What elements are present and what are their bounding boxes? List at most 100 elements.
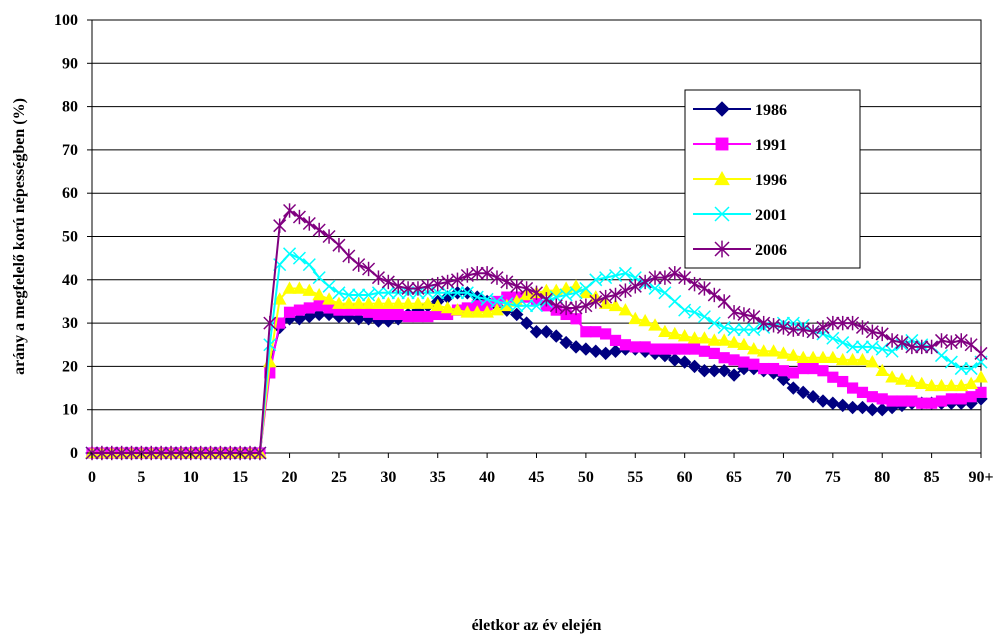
- data-point: [450, 286, 465, 300]
- data-point: [371, 270, 385, 285]
- y-axis-ticks: 0 10 20 30 40 50 60 70 80 90 100: [54, 12, 92, 462]
- data-point: [707, 316, 721, 330]
- data-point: [816, 394, 830, 408]
- data-point: [787, 367, 799, 379]
- data-point: [678, 303, 692, 317]
- data-point: [204, 445, 218, 461]
- data-point: [816, 350, 830, 364]
- data-point: [422, 311, 434, 323]
- data-point: [717, 320, 731, 334]
- data-point: [351, 312, 366, 326]
- data-point: [678, 270, 692, 285]
- data-point: [866, 391, 878, 403]
- data-point: [836, 336, 850, 350]
- data-point: [332, 296, 346, 309]
- data-point: [905, 339, 919, 355]
- data-point: [766, 344, 781, 357]
- data-point: [292, 209, 306, 225]
- data-point: [549, 298, 563, 313]
- data-point: [480, 305, 494, 318]
- x-tick-label: 50: [578, 469, 594, 486]
- data-point: [628, 311, 643, 325]
- data-point: [272, 292, 287, 305]
- data-point: [964, 362, 978, 376]
- x-tick-label: 5: [137, 469, 145, 486]
- legend: 1986 1991 1996 2001 2006: [684, 89, 861, 269]
- legend-item-2001: 2001: [693, 206, 787, 224]
- data-point: [470, 290, 484, 304]
- data-point: [837, 375, 849, 388]
- data-point: [371, 286, 385, 300]
- x-tick-label: 70: [775, 469, 791, 486]
- data-point: [934, 349, 949, 363]
- data-point: [510, 307, 524, 322]
- data-point: [688, 305, 702, 319]
- data-point: [714, 240, 730, 258]
- data-point: [875, 363, 890, 377]
- x-tick-label: 80: [874, 469, 890, 486]
- data-point: [628, 279, 642, 294]
- data-point: [816, 320, 830, 335]
- data-point: [786, 322, 800, 337]
- x-tick-label: 15: [232, 469, 248, 486]
- data-point: [786, 381, 801, 395]
- data-point: [342, 248, 356, 264]
- data-point: [658, 270, 672, 285]
- data-point: [559, 288, 573, 302]
- data-point: [855, 352, 870, 366]
- data-point: [470, 305, 485, 318]
- data-point: [944, 335, 958, 350]
- data-point: [757, 315, 771, 331]
- data-point: [737, 323, 751, 337]
- data-point: [747, 323, 761, 337]
- data-point: [372, 308, 385, 321]
- y-tick-label: 80: [62, 99, 78, 116]
- x-tick-label: 85: [924, 469, 940, 486]
- data-point: [885, 344, 899, 358]
- data-point: [738, 356, 750, 368]
- data-point: [797, 362, 809, 375]
- data-point: [381, 274, 395, 290]
- data-point: [845, 352, 860, 366]
- x-tick-label: 10: [183, 469, 199, 486]
- data-point: [727, 368, 741, 382]
- data-point: [105, 445, 119, 461]
- data-point: [411, 281, 425, 296]
- data-point: [846, 340, 860, 354]
- data-point: [600, 328, 612, 340]
- x-tick-label: 30: [380, 469, 396, 486]
- data-point: [697, 331, 712, 344]
- data-point: [382, 308, 394, 321]
- data-point: [875, 326, 889, 342]
- data-point: [599, 271, 613, 285]
- x-tick-label: 25: [331, 469, 347, 486]
- data-point: [144, 445, 158, 461]
- data-point: [589, 344, 603, 358]
- data-point: [352, 257, 366, 272]
- data-point: [806, 350, 820, 364]
- data-point: [697, 310, 711, 324]
- data-point: [817, 365, 829, 377]
- data-point: [827, 371, 839, 383]
- data-point: [954, 378, 969, 392]
- data-point: [569, 300, 583, 316]
- data-point: [263, 315, 277, 331]
- series-line: [92, 252, 982, 454]
- data-point: [421, 279, 435, 294]
- data-point: [420, 296, 435, 309]
- data-point: [944, 378, 959, 392]
- data-point: [826, 315, 840, 331]
- data-point: [609, 334, 622, 347]
- data-point: [895, 335, 909, 350]
- data-point: [669, 343, 681, 355]
- data-point: [658, 286, 672, 300]
- data-point: [618, 266, 632, 280]
- data-point: [263, 338, 277, 352]
- legend-item-1986: 1986: [693, 101, 787, 119]
- data-point: [668, 266, 682, 281]
- data-point: [796, 385, 810, 400]
- data-point: [490, 294, 504, 308]
- data-point: [767, 318, 781, 333]
- x-tick-label: 40: [479, 469, 495, 486]
- data-point: [529, 285, 544, 300]
